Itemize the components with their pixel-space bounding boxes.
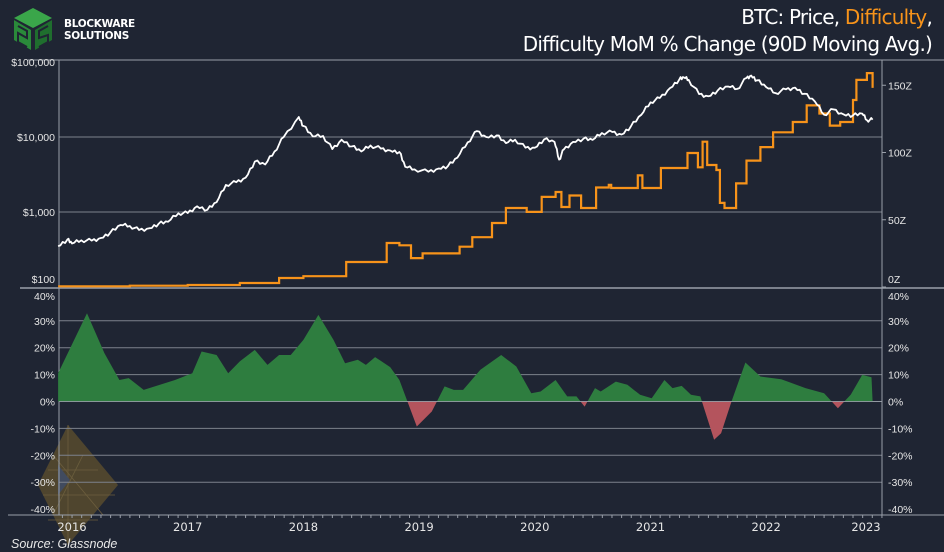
mom-tick-label-right: 40% — [888, 291, 909, 303]
line-series — [57, 72, 874, 288]
mom-area-series — [58, 313, 882, 440]
difficulty-tick-label: 50Z — [888, 215, 907, 227]
mom-positive-area — [58, 313, 873, 402]
cube-logo-icon — [14, 8, 52, 50]
year-tick-label: 2018 — [289, 520, 318, 534]
mom-negative-area — [58, 401, 873, 440]
price-line — [57, 74, 874, 248]
year-tick-label: 2022 — [752, 520, 781, 534]
year-tick-label: 2017 — [173, 520, 202, 534]
mom-tick-label-right: 30% — [888, 316, 909, 328]
gridlines — [59, 136, 882, 483]
brand-line2: SOLUTIONS — [64, 30, 129, 42]
mom-tick-label-left: -40% — [30, 504, 55, 516]
price-tick-label: $1,000 — [23, 207, 55, 219]
axes — [8, 59, 944, 518]
mom-tick-label-left: 30% — [34, 316, 55, 328]
mom-tick-label-left: 10% — [34, 370, 55, 382]
mom-tick-label-right: -20% — [888, 450, 913, 462]
mom-tick-label-left: 20% — [34, 343, 55, 355]
title-highlight: Difficulty — [844, 5, 927, 29]
year-tick-label: 2021 — [636, 520, 665, 534]
difficulty-tick-label: 0Z — [888, 274, 901, 286]
price-tick-label: $100,000 — [11, 57, 55, 69]
mom-tick-label-left: 0% — [40, 397, 55, 409]
difficulty-line — [58, 72, 874, 288]
difficulty-tick-label: 100Z — [888, 148, 913, 160]
difficulty-tick-label: 150Z — [888, 80, 913, 92]
tick-labels: $100 $1,000 $10,000 $100,000 0Z 50Z 100Z 150Z 40… — [11, 57, 912, 534]
mom-tick-label-right: 10% — [888, 370, 909, 382]
title-part2: , — [926, 5, 932, 29]
chart-title: BTC: Price, Difficulty, Difficulty MoM %… — [522, 4, 933, 58]
price-tick-label: $10,000 — [17, 132, 55, 144]
title-line2: Difficulty MoM % Change (90D Moving Avg.… — [522, 32, 933, 56]
year-tick-label: 2020 — [520, 520, 549, 534]
price-tick-label: $100 — [32, 274, 56, 286]
year-tick-label: 2019 — [404, 520, 433, 534]
mom-tick-label-right: -10% — [888, 423, 913, 435]
title-part1: BTC: Price, — [741, 5, 845, 29]
brand-line1: BLOCKWARE — [64, 18, 135, 30]
mom-tick-label-right: 20% — [888, 343, 909, 355]
mom-tick-label-left: -10% — [30, 423, 55, 435]
mom-tick-label-right: -40% — [888, 504, 913, 516]
year-tick-label: 2016 — [57, 520, 86, 534]
mom-tick-label-right: -30% — [888, 477, 913, 489]
year-tick-label: 2023 — [851, 520, 880, 534]
blockware-logo: BLOCKWARE SOLUTIONS — [10, 6, 160, 52]
mom-tick-label-left: -30% — [30, 477, 55, 489]
mom-tick-label-left: 40% — [34, 291, 55, 303]
mom-tick-label-left: -20% — [30, 450, 55, 462]
mom-tick-label-right: 0% — [888, 397, 903, 409]
source-note: Source: Glassnode — [11, 537, 118, 551]
